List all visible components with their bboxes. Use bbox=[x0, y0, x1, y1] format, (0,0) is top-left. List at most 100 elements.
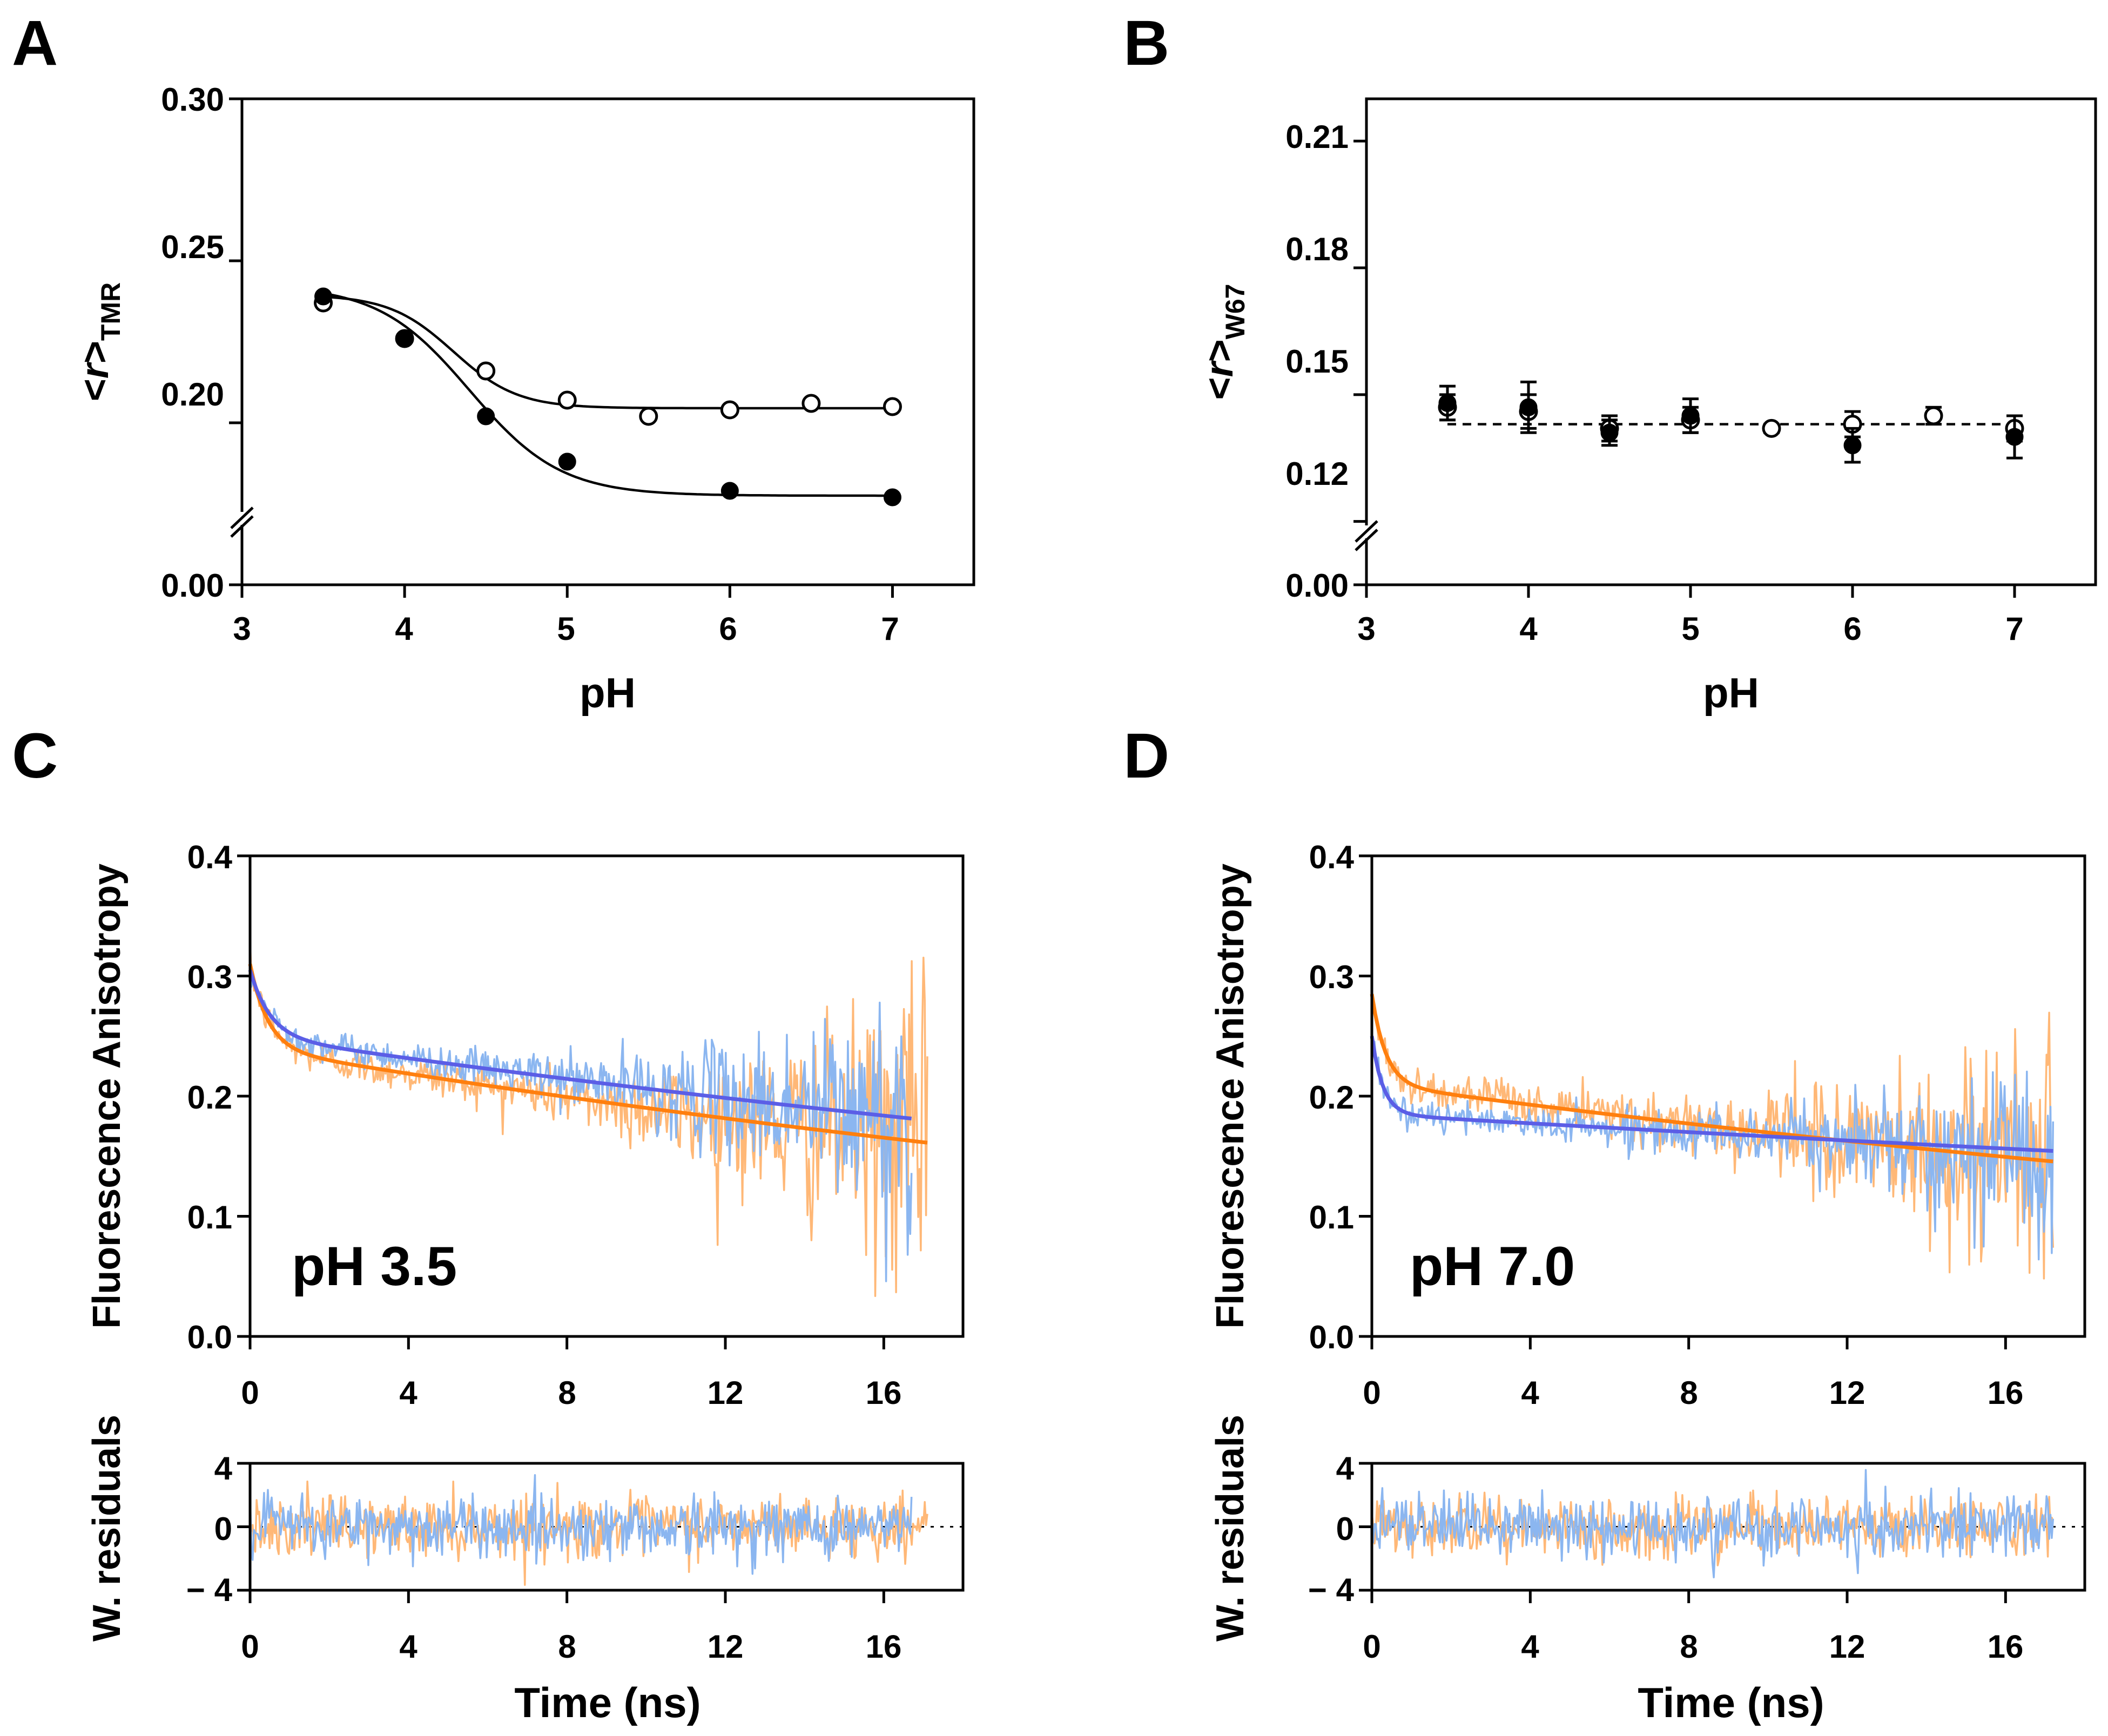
y-tick-label-b: 0.18 bbox=[1285, 231, 1349, 267]
x-tick-label-c: 0 bbox=[241, 1375, 259, 1411]
x-tick-label-b: 4 bbox=[1519, 611, 1538, 647]
x-tick-label-b: 7 bbox=[2005, 611, 2023, 647]
x-tick-label-a: 7 bbox=[881, 611, 899, 647]
x-tick-label-c: 8 bbox=[558, 1375, 576, 1411]
res-y-tick-label-c: − 4 bbox=[186, 1572, 233, 1608]
x-axis-title-a: pH bbox=[580, 669, 636, 717]
x-tick-label-a: 4 bbox=[395, 611, 413, 647]
fit-curve-orange bbox=[248, 963, 928, 1145]
y-tick-label-c: 0.3 bbox=[187, 959, 232, 995]
panel-letter-d: D bbox=[1123, 720, 1169, 792]
data-point-open bbox=[557, 390, 577, 410]
fit-curve-filled bbox=[323, 292, 893, 497]
res-x-tick-label-d: 8 bbox=[1680, 1629, 1698, 1665]
panel-letter-a: A bbox=[12, 8, 58, 79]
y-tick-label-c: 0.4 bbox=[187, 839, 233, 875]
data-point-open bbox=[476, 361, 496, 381]
x-axis-title-b: pH bbox=[1703, 669, 1759, 717]
res-x-tick-label-c: 8 bbox=[558, 1629, 576, 1665]
x-tick-label-d: 4 bbox=[1521, 1375, 1539, 1411]
y-axis-title-d: Fluorescence Anisotropy bbox=[1209, 863, 1252, 1329]
x-tick-label-c: 16 bbox=[866, 1375, 902, 1411]
panel-c: C 0.4 0.3 0.2 0.1 0.0 0 4 8 12 16 pH 3.5… bbox=[12, 720, 965, 1726]
annotation-ph-7-0: pH 7.0 bbox=[1410, 1235, 1575, 1297]
panel-b: B 0.21 0.18 0.15 0.12 0.00 3 4 5 6 7 pH … bbox=[1123, 8, 2097, 717]
annotation-ph-3-5: pH 3.5 bbox=[292, 1235, 457, 1297]
data-point-filled bbox=[883, 488, 901, 506]
y-tick-label-c: 0.1 bbox=[187, 1199, 232, 1235]
data-point-open bbox=[639, 407, 658, 426]
y-axis-title-c: Fluorescence Anisotropy bbox=[85, 863, 129, 1329]
y-tick-label-a: 0.25 bbox=[161, 229, 224, 265]
x-tick-label-a: 3 bbox=[233, 611, 251, 647]
y-tick-label-b: 0.15 bbox=[1285, 343, 1349, 380]
res-x-tick-label-d: 4 bbox=[1521, 1629, 1539, 1665]
res-x-tick-label-d: 12 bbox=[1829, 1629, 1865, 1665]
y-axis-title-a: <r>TMR bbox=[73, 282, 126, 401]
x-tick-label-d: 0 bbox=[1363, 1375, 1380, 1411]
res-x-tick-label-d: 16 bbox=[1988, 1629, 2024, 1665]
x-tick-label-c: 12 bbox=[708, 1375, 744, 1411]
panel-d: D 0.4 0.3 0.2 0.1 0.0 0 4 8 12 16 pH 7.0… bbox=[1123, 720, 2086, 1726]
fit-curve-blue bbox=[1370, 1036, 2053, 1153]
y-tick-label-a: 0.30 bbox=[161, 82, 224, 118]
res-y-tick-label-c: 4 bbox=[214, 1450, 233, 1487]
axis-break-mark bbox=[1355, 520, 1378, 543]
x-axis-title-d: Time (ns) bbox=[1638, 1679, 1824, 1726]
res-x-tick-label-c: 16 bbox=[866, 1629, 902, 1665]
x-tick-label-b: 3 bbox=[1357, 611, 1375, 647]
x-tick-label-d: 16 bbox=[1988, 1375, 2024, 1411]
y-tick-label-b: 0.00 bbox=[1285, 568, 1349, 604]
panel-a: A 0.30 0.25 0.20 0.00 3 4 5 6 7 pH <r>TM… bbox=[12, 8, 975, 717]
data-point-open bbox=[802, 394, 821, 413]
y-tick-label-c: 0.0 bbox=[187, 1319, 232, 1355]
axis-break-mark bbox=[1355, 529, 1378, 551]
y-tick-label-a: 0.20 bbox=[161, 376, 224, 413]
y-tick-label-d: 0.4 bbox=[1309, 839, 1355, 875]
raw-trace-blue bbox=[249, 977, 913, 1282]
x-tick-label-a: 5 bbox=[557, 611, 575, 647]
res-x-tick-label-c: 12 bbox=[708, 1629, 744, 1665]
fit-curve-orange bbox=[1370, 994, 2053, 1164]
y-tick-label-a: 0.00 bbox=[161, 568, 224, 604]
data-point-open bbox=[883, 397, 902, 416]
res-y-tick-label-d: − 4 bbox=[1308, 1572, 1355, 1608]
y-tick-label-b: 0.21 bbox=[1285, 119, 1349, 155]
plot-frame-b bbox=[1365, 97, 2097, 586]
data-point-open bbox=[1924, 406, 1943, 425]
data-point-filled bbox=[1681, 407, 1700, 425]
data-point-filled bbox=[558, 452, 576, 471]
y-tick-label-c: 0.2 bbox=[187, 1079, 232, 1116]
y-tick-label-d: 0.1 bbox=[1309, 1199, 1354, 1235]
data-point-filled bbox=[1519, 398, 1538, 416]
panel-letter-b: B bbox=[1123, 8, 1169, 79]
x-tick-label-a: 6 bbox=[719, 611, 737, 647]
x-tick-label-b: 5 bbox=[1681, 611, 1699, 647]
x-tick-label-d: 12 bbox=[1829, 1375, 1865, 1411]
res-x-tick-label-c: 4 bbox=[399, 1629, 417, 1665]
y-axis-title-b: <r>W67 bbox=[1198, 284, 1250, 400]
data-point-filled bbox=[314, 287, 333, 306]
plot-frame-a bbox=[240, 97, 975, 586]
x-tick-label-c: 4 bbox=[399, 1375, 417, 1411]
residual-trace-orange bbox=[1371, 1489, 2054, 1566]
data-point-filled bbox=[1600, 423, 1619, 442]
res-y-tick-label-c: 0 bbox=[214, 1511, 232, 1547]
x-tick-label-d: 8 bbox=[1680, 1375, 1698, 1411]
res-x-tick-label-d: 0 bbox=[1363, 1629, 1380, 1665]
data-point-open bbox=[720, 400, 739, 420]
x-axis-title-c: Time (ns) bbox=[514, 1679, 701, 1726]
data-point-filled bbox=[395, 329, 414, 348]
axis-break-mark bbox=[230, 515, 254, 538]
residual-trace-blue bbox=[249, 1474, 913, 1575]
data-point-filled bbox=[2005, 428, 2024, 446]
res-x-tick-label-c: 0 bbox=[241, 1629, 259, 1665]
axis-break-mark bbox=[230, 506, 254, 529]
y-tick-label-d: 0.2 bbox=[1309, 1079, 1354, 1116]
res-y-tick-label-d: 4 bbox=[1336, 1450, 1355, 1487]
data-point-filled bbox=[1843, 436, 1862, 455]
y-tick-label-b: 0.12 bbox=[1285, 456, 1349, 492]
res-y-axis-title-c: W. residuals bbox=[85, 1415, 129, 1642]
residual-trace-blue bbox=[1371, 1469, 2055, 1578]
